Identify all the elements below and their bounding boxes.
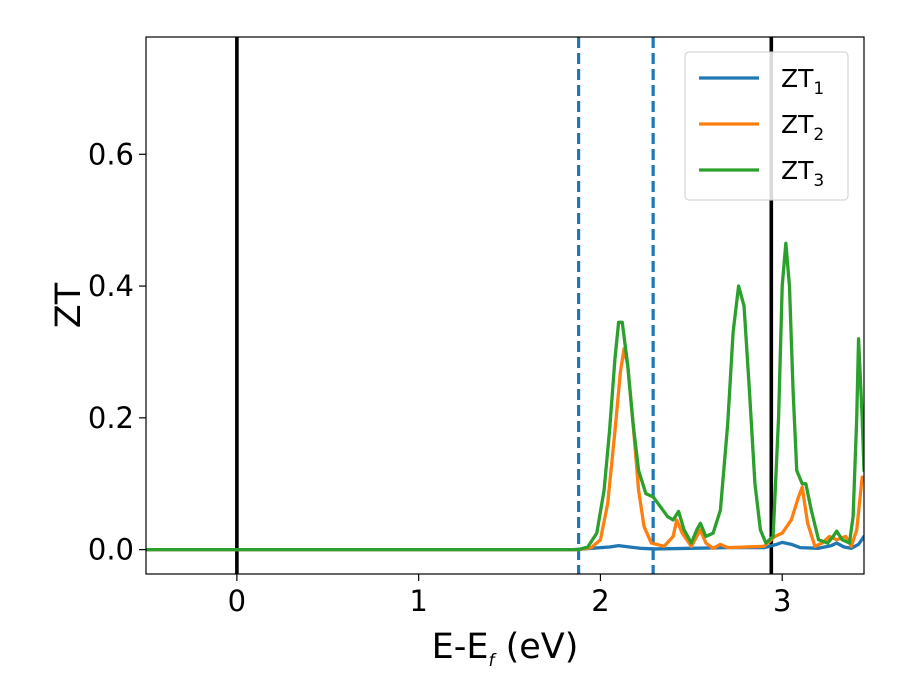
series-line-2 (146, 347, 864, 552)
legend-label-3: ZT3 (781, 156, 824, 191)
plot-frame (145, 36, 865, 575)
series-line-1 (146, 534, 864, 552)
x-tick-label: 3 (773, 584, 791, 618)
y-axis-label: ZT (49, 282, 89, 328)
y-axis-ticks: 0.0 0.2 0.4 0.6 (88, 137, 146, 567)
x-tick-label: 0 (228, 584, 246, 618)
legend-label-2: ZT2 (781, 110, 824, 145)
series-line-3 (146, 241, 864, 552)
x-tick-label: 1 (409, 584, 427, 618)
x-tick-label: 2 (591, 584, 609, 618)
series-lines (146, 241, 864, 552)
y-tick-label: 0.6 (88, 137, 134, 171)
legend-label-1: ZT1 (781, 64, 824, 99)
y-tick-label: 0.4 (88, 269, 134, 303)
y-tick-label: 0.2 (88, 401, 134, 435)
y-tick-label: 0.0 (88, 533, 134, 567)
x-axis-label: E-Ef (eV) (432, 627, 579, 671)
legend-box (684, 51, 849, 201)
legend: ZT1 ZT2 ZT3 (684, 51, 849, 201)
x-axis-ticks: 0 1 2 3 (228, 574, 791, 618)
